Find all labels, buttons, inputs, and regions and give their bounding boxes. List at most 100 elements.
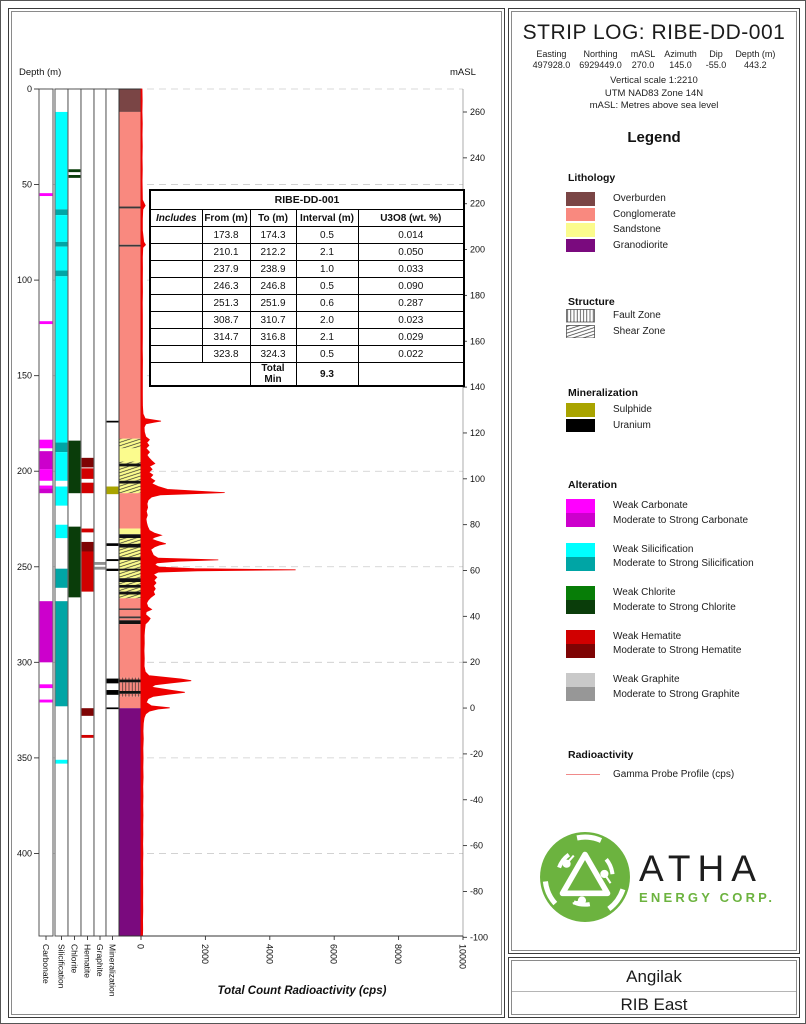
assay-row: 308.7 310.7 2.0 0.023 bbox=[149, 311, 465, 329]
assay-table-title: RIBE-DD-001 bbox=[149, 189, 465, 210]
silicification-segment bbox=[55, 568, 68, 588]
chlorite-segment bbox=[68, 526, 81, 598]
alteration-swatch bbox=[566, 629, 595, 659]
collar-field-label: Northing bbox=[583, 49, 618, 59]
legend-item-conglomerate: Conglomerate bbox=[566, 207, 676, 222]
assay-cell: 246.3 bbox=[201, 277, 251, 295]
assay-cell: 323.8 bbox=[201, 345, 251, 363]
legend-alteration-group: Weak Graphite Moderate to Strong Graphite bbox=[566, 673, 740, 702]
weak-label: Weak Chlorite bbox=[613, 587, 676, 598]
lithology-segment-black bbox=[119, 690, 141, 694]
assay-row: 237.9 238.9 1.0 0.033 bbox=[149, 260, 465, 278]
lithology-segment-sandstone bbox=[119, 448, 141, 462]
assay-cell bbox=[149, 294, 203, 312]
mineralization-track bbox=[105, 88, 120, 937]
weak-label: Weak Silicification bbox=[613, 543, 694, 555]
assay-cell: 237.9 bbox=[201, 260, 251, 278]
assay-cell: 251.9 bbox=[249, 294, 297, 312]
note-line: mASL: Metres above sea level bbox=[589, 100, 719, 111]
weak-swatch bbox=[566, 586, 595, 600]
assay-cell bbox=[150, 362, 202, 386]
carbonate-segment bbox=[39, 485, 53, 489]
shear-zone-overlay bbox=[119, 582, 141, 585]
carbonate-segment bbox=[39, 193, 53, 197]
weak-swatch bbox=[566, 629, 595, 644]
shear-zone-overlay bbox=[119, 594, 141, 599]
legend-item-fault-zone: Fault Zone bbox=[566, 309, 661, 323]
assay-row: 251.3 251.9 0.6 0.287 bbox=[149, 294, 465, 312]
strong-swatch bbox=[566, 687, 595, 701]
collar-fields: Easting 497928.0 Northing 6929449.0 mASL 270.… bbox=[509, 49, 799, 70]
alteration-labels: Weak Chlorite Moderate to Strong Chlorite bbox=[613, 586, 736, 615]
assay-cell: 0.5 bbox=[295, 226, 359, 244]
strong-swatch bbox=[566, 513, 595, 527]
assay-cell: 2.0 bbox=[295, 311, 359, 329]
assay-cell: 0.6 bbox=[295, 294, 359, 312]
scale-notes: Vertical scale 1:2210 UTM NAD83 Zone 14N m… bbox=[509, 75, 799, 113]
color-swatch bbox=[566, 418, 595, 433]
silicification-segment bbox=[55, 759, 68, 764]
lithology-segment-black bbox=[119, 534, 141, 539]
assay-cell bbox=[149, 226, 203, 244]
track-label-mineralization: Mineralization bbox=[108, 944, 118, 997]
legend-item-label: Shear Zone bbox=[613, 325, 666, 337]
masl-tick-label: 0 bbox=[470, 703, 475, 713]
color-swatch bbox=[566, 192, 595, 206]
fault-pattern-swatch bbox=[566, 309, 595, 323]
carbonate-segment bbox=[39, 439, 53, 449]
legend-title: Legend bbox=[627, 129, 681, 146]
hematite-segment bbox=[81, 468, 94, 479]
depth-tick-label: 0 bbox=[27, 84, 32, 94]
strip-log-plot: Depth (m)050100150200250300350400mASL260… bbox=[17, 67, 488, 997]
assay-intervals-table: RIBE-DD-001 Includes From (m) To (m) Interva… bbox=[149, 189, 466, 387]
masl-tick-label: 20 bbox=[470, 657, 480, 667]
mineralization-segment bbox=[106, 568, 119, 571]
legend-item-label: Overburden bbox=[613, 193, 666, 205]
legend-alteration-group: Weak Silicification Moderate to Strong Si… bbox=[566, 542, 754, 572]
assay-cell: 173.8 bbox=[201, 226, 251, 244]
mineralization-segment bbox=[106, 486, 119, 495]
silicification-segment bbox=[55, 601, 68, 707]
assay-row: 210.1 212.2 2.1 0.050 bbox=[149, 243, 465, 261]
shear-zone-overlay bbox=[119, 438, 141, 449]
legend-item-sandstone: Sandstone bbox=[566, 223, 661, 237]
lithology-segment-black bbox=[119, 543, 141, 548]
carbonate-segment bbox=[39, 601, 53, 663]
lithology-segment-conglomerate bbox=[119, 609, 141, 617]
weak-swatch bbox=[566, 542, 595, 557]
masl-tick-label: -40 bbox=[470, 795, 483, 805]
gamma-tick-label: 0 bbox=[136, 944, 146, 949]
color-swatch bbox=[566, 223, 595, 237]
track-label-graphite: Graphite bbox=[95, 944, 105, 977]
assay-column-header: From (m) bbox=[201, 209, 251, 227]
legend-section-mineralization: Mineralization bbox=[568, 387, 639, 399]
gamma-tick-label: 8000 bbox=[393, 944, 403, 964]
depth-tick-label: 100 bbox=[17, 275, 32, 285]
legend-alteration-group: Weak Carbonate Moderate to Strong Carbona… bbox=[566, 499, 748, 528]
assay-cell: 0.022 bbox=[357, 345, 465, 363]
hematite-segment bbox=[81, 708, 94, 716]
legend-section-alteration: Alteration bbox=[568, 479, 618, 491]
assay-row: 173.8 174.3 0.5 0.014 bbox=[149, 226, 465, 244]
track-label-hematite: Hematite bbox=[83, 944, 93, 978]
lithology-segment-black bbox=[119, 679, 141, 683]
gamma-tick-label: 4000 bbox=[264, 944, 274, 964]
alteration-labels: Weak Carbonate Moderate to Strong Carbona… bbox=[613, 499, 748, 528]
collar-field-label: Azimuth bbox=[664, 49, 697, 59]
collar-field: Azimuth 145.0 bbox=[664, 49, 697, 70]
carbonate-track bbox=[38, 88, 54, 937]
silicification-segment bbox=[55, 452, 68, 481]
silicification-segment bbox=[55, 111, 68, 210]
strong-label: Moderate to Strong Hematite bbox=[613, 645, 742, 656]
gamma-axis-title: Total Count Radioactivity (cps) bbox=[218, 985, 387, 997]
assay-row: 246.3 246.8 0.5 0.090 bbox=[149, 277, 465, 295]
lithology-segment-black bbox=[119, 620, 141, 625]
assay-cell bbox=[149, 345, 203, 363]
color-swatch bbox=[566, 403, 595, 417]
masl-tick-label: 140 bbox=[470, 382, 485, 392]
lithology-segment-conglomerate bbox=[119, 624, 141, 678]
collar-field: Northing 6929449.0 bbox=[579, 49, 622, 70]
mineralization-segment bbox=[106, 678, 119, 684]
track-label-carbonate: Carbonate bbox=[41, 944, 51, 984]
hematite-segment bbox=[81, 734, 94, 738]
